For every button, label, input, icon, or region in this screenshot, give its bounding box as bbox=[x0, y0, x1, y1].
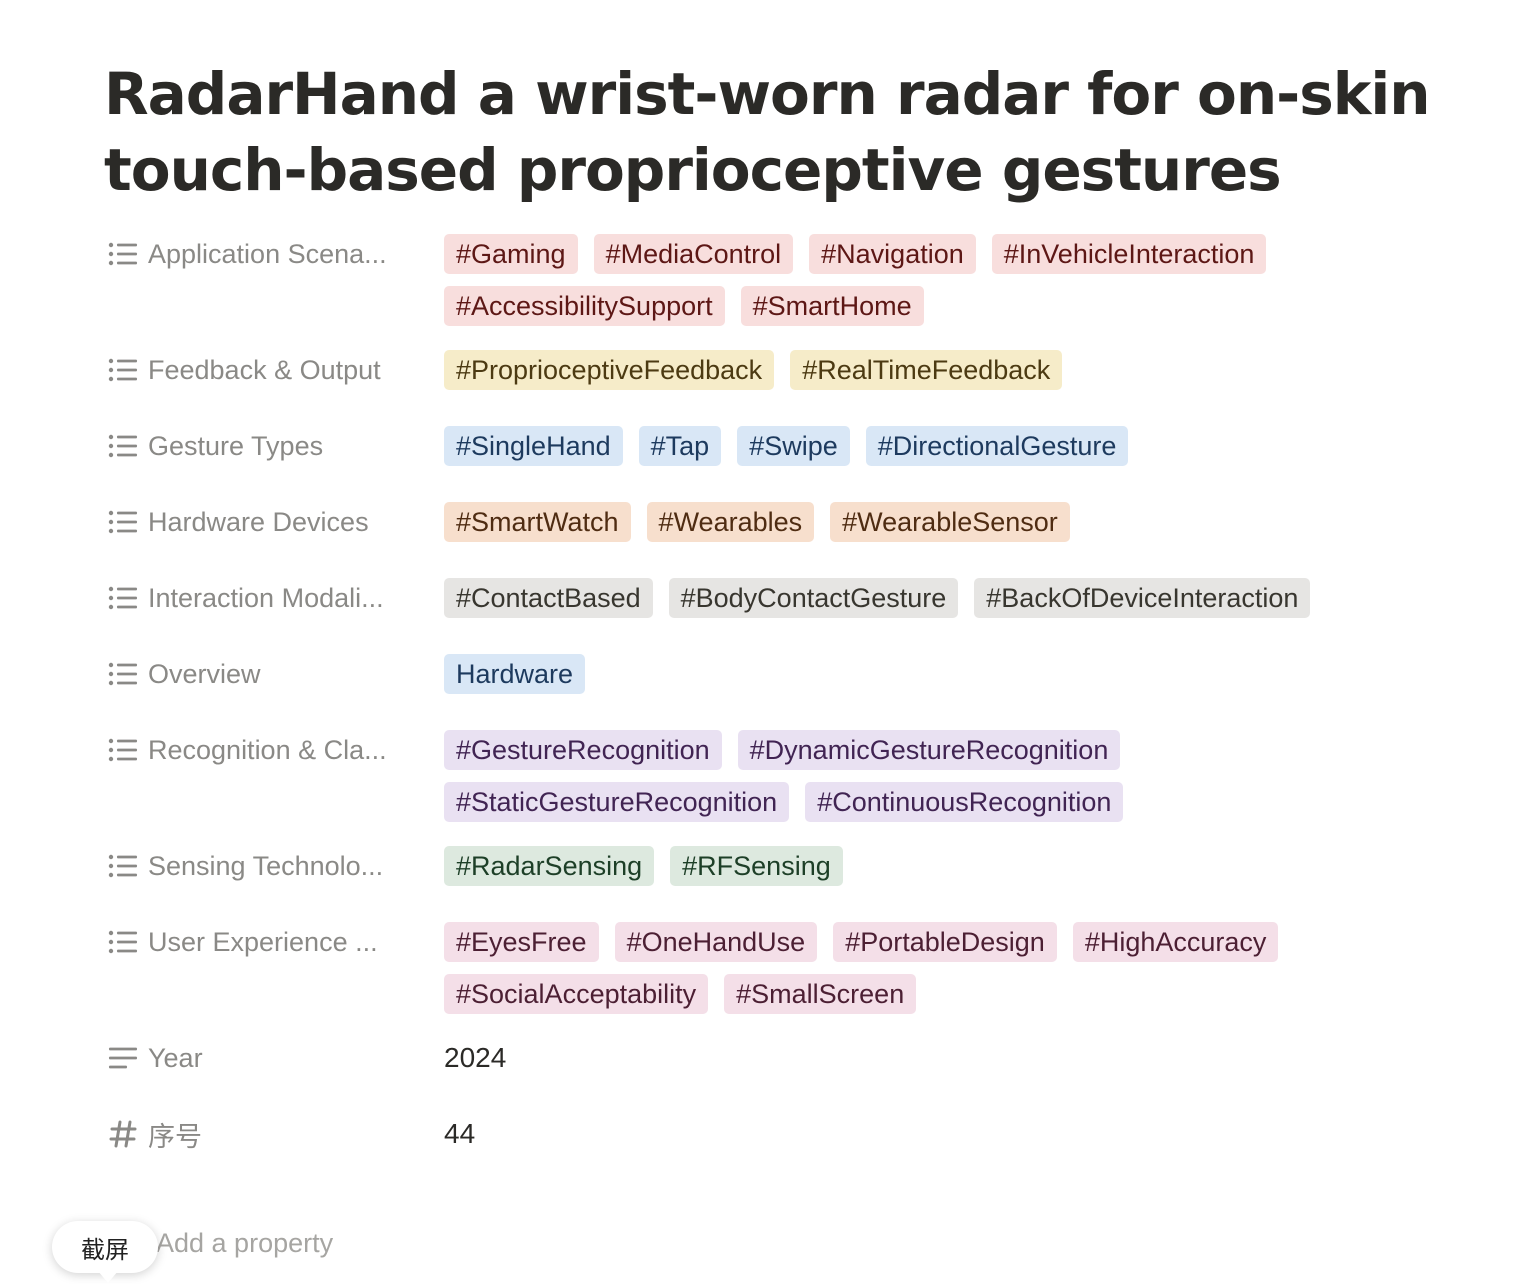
multi-select-icon bbox=[108, 585, 138, 611]
text-icon bbox=[108, 1045, 138, 1071]
page: RadarHand a wrist-worn radar for on-skin… bbox=[104, 56, 1484, 1190]
tag-chip[interactable]: Hardware bbox=[444, 654, 586, 694]
multi-select-icon bbox=[108, 241, 138, 267]
property-label: Hardware Devices bbox=[148, 506, 369, 537]
property-value[interactable]: #Gaming #MediaControl #Navigation #InVehicl… bbox=[444, 234, 1404, 326]
property-name[interactable]: Recognition & Cla... bbox=[104, 730, 444, 770]
property-name[interactable]: Application Scena... bbox=[104, 234, 444, 274]
tag-chip[interactable]: #SmartHome bbox=[740, 286, 924, 326]
tag-chip[interactable]: #StaticGestureRecognition bbox=[444, 782, 790, 822]
property-value[interactable]: #SingleHand #Tap #Swipe #DirectionalGesture bbox=[444, 426, 1404, 466]
property-label: Sensing Technolo... bbox=[148, 850, 384, 881]
tag-chip[interactable]: #PortableDesign bbox=[833, 922, 1057, 962]
property-row: 序号 44 bbox=[104, 1114, 1484, 1166]
property-name[interactable]: Gesture Types bbox=[104, 426, 444, 466]
property-label: Overview bbox=[148, 658, 261, 689]
property-label: Recognition & Cla... bbox=[148, 734, 387, 765]
property-value[interactable]: 2024 bbox=[444, 1038, 1404, 1078]
tag-chip[interactable]: #GestureRecognition bbox=[444, 730, 722, 770]
multi-select-icon bbox=[108, 509, 138, 535]
tag-chip[interactable]: #MediaControl bbox=[593, 234, 794, 274]
property-label: Gesture Types bbox=[148, 430, 324, 461]
tag-chip[interactable]: #Gaming bbox=[444, 234, 578, 274]
property-row: Gesture Types #SingleHand #Tap #Swipe #Direc… bbox=[104, 426, 1484, 478]
property-row: Overview Hardware bbox=[104, 654, 1484, 706]
tag-chip[interactable]: #RFSensing bbox=[670, 846, 843, 886]
screenshot-bubble[interactable]: 截屏 bbox=[52, 1221, 158, 1283]
tag-chip[interactable]: #Wearables bbox=[646, 502, 815, 542]
tag-chip[interactable]: #SmartWatch bbox=[444, 502, 631, 542]
property-label: User Experience ... bbox=[148, 926, 378, 957]
tag-chip[interactable]: #AccessibilitySupport bbox=[444, 286, 725, 326]
tag-chip[interactable]: #ContactBased bbox=[444, 578, 653, 618]
property-value[interactable]: Hardware bbox=[444, 654, 1404, 694]
tag-chip[interactable]: #RadarSensing bbox=[444, 846, 655, 886]
property-name[interactable]: Interaction Modali... bbox=[104, 578, 444, 618]
property-name[interactable]: Sensing Technolo... bbox=[104, 846, 444, 886]
property-label: 序号 bbox=[148, 1121, 202, 1152]
tag-chip[interactable]: #DynamicGestureRecognition bbox=[737, 730, 1121, 770]
property-row: Sensing Technolo... #RadarSensing #RFSensi… bbox=[104, 846, 1484, 898]
page-title[interactable]: RadarHand a wrist-worn radar for on-skin… bbox=[104, 60, 1431, 204]
property-label: Interaction Modali... bbox=[148, 582, 384, 613]
tag-chip[interactable]: #InVehicleInteraction bbox=[991, 234, 1267, 274]
property-value[interactable]: #GestureRecognition #DynamicGestureRecogn… bbox=[444, 730, 1404, 822]
property-value[interactable]: #ProprioceptiveFeedback #RealTimeFeedback bbox=[444, 350, 1404, 390]
tag-chip[interactable]: #DirectionalGesture bbox=[865, 426, 1129, 466]
tag-chip[interactable]: #ProprioceptiveFeedback bbox=[444, 350, 775, 390]
property-name[interactable]: 序号 bbox=[104, 1114, 444, 1154]
tag-chip[interactable]: #RealTimeFeedback bbox=[790, 350, 1063, 390]
add-property-button[interactable]: Add a property bbox=[156, 1228, 334, 1258]
property-row: Application Scena... #Gaming #MediaControl… bbox=[104, 234, 1484, 326]
multi-select-icon bbox=[108, 853, 138, 879]
multi-select-icon bbox=[108, 357, 138, 383]
tag-chip[interactable]: #SingleHand bbox=[444, 426, 623, 466]
tag-chip[interactable]: #SmallScreen bbox=[724, 974, 917, 1014]
property-label: Feedback & Output bbox=[148, 354, 381, 385]
tag-chip[interactable]: #Tap bbox=[638, 426, 722, 466]
multi-select-icon bbox=[108, 433, 138, 459]
tag-chip[interactable]: #HighAccuracy bbox=[1072, 922, 1279, 962]
tag-chip[interactable]: #BodyContactGesture bbox=[668, 578, 959, 618]
property-row: Interaction Modali... #ContactBased #BodyC… bbox=[104, 578, 1484, 630]
property-text-value[interactable]: 44 bbox=[444, 1118, 476, 1149]
tag-chip[interactable]: #Swipe bbox=[737, 426, 850, 466]
property-row: Year 2024 bbox=[104, 1038, 1484, 1090]
properties-list: Application Scena... #Gaming #MediaControl… bbox=[104, 234, 1484, 1166]
tag-chip[interactable]: #Navigation bbox=[809, 234, 976, 274]
tag-chip[interactable]: #SocialAcceptability bbox=[444, 974, 709, 1014]
number-icon bbox=[108, 1120, 138, 1148]
multi-select-icon bbox=[108, 737, 138, 763]
property-row: Hardware Devices #SmartWatch #Wearables #We… bbox=[104, 502, 1484, 554]
property-name[interactable]: Year bbox=[104, 1038, 444, 1078]
property-label: Year bbox=[148, 1042, 203, 1073]
property-name[interactable]: Hardware Devices bbox=[104, 502, 444, 542]
multi-select-icon bbox=[108, 661, 138, 687]
property-value[interactable]: 44 bbox=[444, 1114, 1404, 1154]
multi-select-icon bbox=[108, 929, 138, 955]
property-name[interactable]: Overview bbox=[104, 654, 444, 694]
property-value[interactable]: #EyesFree #OneHandUse #PortableDesign #High… bbox=[444, 922, 1404, 1014]
property-row: Recognition & Cla... #GestureRecognition #… bbox=[104, 730, 1484, 822]
property-row: Feedback & Output #ProprioceptiveFeedback… bbox=[104, 350, 1484, 402]
property-value[interactable]: #RadarSensing #RFSensing bbox=[444, 846, 1404, 886]
property-value[interactable]: #ContactBased #BodyContactGesture #BackOfD… bbox=[444, 578, 1404, 618]
property-name[interactable]: User Experience ... bbox=[104, 922, 444, 962]
tag-chip[interactable]: #BackOfDeviceInteraction bbox=[974, 578, 1311, 618]
property-text-value[interactable]: 2024 bbox=[444, 1042, 507, 1073]
property-label: Application Scena... bbox=[148, 238, 387, 269]
tag-chip[interactable]: #WearableSensor bbox=[830, 502, 1070, 542]
tag-chip[interactable]: #ContinuousRecognition bbox=[805, 782, 1124, 822]
property-name[interactable]: Feedback & Output bbox=[104, 350, 444, 390]
property-row: User Experience ... #EyesFree #OneHandUse #… bbox=[104, 922, 1484, 1014]
tag-chip[interactable]: #OneHandUse bbox=[614, 922, 818, 962]
property-value[interactable]: #SmartWatch #Wearables #WearableSensor bbox=[444, 502, 1404, 542]
tag-chip[interactable]: #EyesFree bbox=[444, 922, 599, 962]
